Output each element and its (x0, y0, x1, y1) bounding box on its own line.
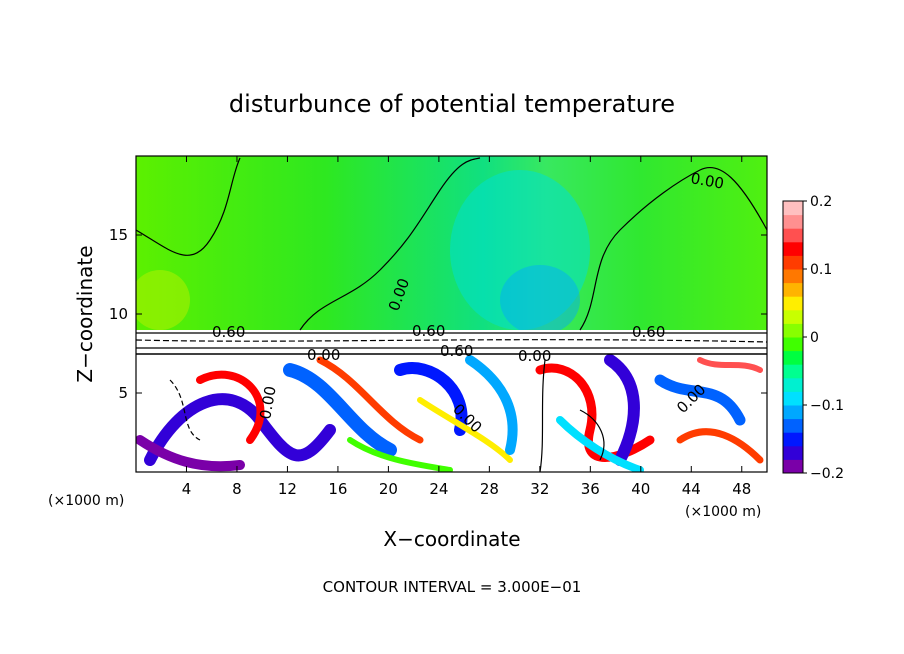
contour-interval-note: CONTOUR INTERVAL = 3.000E−01 (323, 578, 582, 596)
colorbar-swatch (783, 337, 803, 352)
y-tick-label: 15 (109, 226, 128, 244)
colorbar-tick-label: −0.2 (810, 466, 844, 482)
contour-lines (136, 157, 767, 472)
colorbar-tick-label: 0.2 (810, 194, 832, 210)
plot-area (136, 156, 767, 472)
colorbar-swatch (783, 241, 803, 256)
y-tick-label: 5 (118, 384, 128, 402)
colorbar-tick-label: −0.1 (810, 398, 844, 414)
contour-label: 0.00 (689, 169, 725, 193)
colorbar-tick-label: 0.1 (810, 262, 832, 278)
contour-label: 0.60 (412, 322, 445, 340)
x-tick-label: 24 (429, 480, 448, 498)
colorbar-swatch (783, 214, 803, 229)
colorbar-swatch (783, 364, 803, 379)
colorbar-swatch (783, 323, 803, 338)
contour-label: 0.00 (256, 385, 280, 421)
colorbar-ticks: 0.2 0.1 0 −0.1 −0.2 (803, 194, 844, 482)
colorbar-swatch (783, 309, 803, 324)
y-axis-ticks: 5 10 15 (109, 226, 767, 402)
x-tick-label: 28 (480, 480, 499, 498)
turbulent-swirls (136, 354, 764, 472)
contour-label: 0.00 (518, 347, 551, 365)
contour-label: 0.00 (307, 346, 340, 364)
inversion-band (136, 330, 767, 354)
colorbar-swatch (783, 201, 803, 216)
warm-patch (136, 270, 190, 330)
contour-label: 0.60 (632, 323, 665, 341)
contour-label-group: 0.00 0.00 0.60 0.60 0.60 0.60 0.00 0.00 … (212, 169, 725, 436)
x-tick-label: 20 (379, 480, 398, 498)
colorbar-swatch (783, 405, 803, 420)
colorbar-swatch (783, 432, 803, 447)
contour-label: 0.60 (212, 323, 245, 341)
colorbar-swatch (783, 296, 803, 311)
x-unit-right: (×1000 m) (685, 504, 761, 520)
x-tick-label: 8 (232, 480, 242, 498)
colorbar-swatch (783, 350, 803, 365)
x-unit-left: (×1000 m) (48, 493, 124, 509)
x-tick-label: 40 (631, 480, 650, 498)
colorbar-tick-label: 0 (810, 330, 819, 346)
colorbar-swatch (783, 459, 803, 474)
y-axis-label: Z−coordinate (73, 245, 97, 382)
x-tick-label: 44 (682, 480, 701, 498)
lower-field (136, 354, 767, 472)
colorbar-swatch (783, 228, 803, 243)
x-tick-label: 36 (581, 480, 600, 498)
cool-region (450, 170, 590, 330)
colorbar-swatch (783, 418, 803, 433)
x-axis-label: X−coordinate (383, 527, 520, 551)
colorbar-swatch (783, 255, 803, 270)
contour-label: 0.60 (440, 342, 473, 360)
x-tick-label: 16 (328, 480, 347, 498)
x-axis-ticks: 4 8 12 16 20 24 28 32 36 40 44 48 (182, 156, 751, 498)
x-tick-label: 32 (530, 480, 549, 498)
x-tick-label: 48 (732, 480, 751, 498)
colorbar-swatch (783, 377, 803, 392)
x-tick-label: 4 (182, 480, 192, 498)
colorbar-swatch (783, 282, 803, 297)
colorbar-swatch (783, 269, 803, 284)
y-tick-label: 10 (109, 305, 128, 323)
chart-title: disturbunce of potential temperature (229, 90, 675, 118)
colorbar-swatch (783, 391, 803, 406)
x-tick-label: 12 (278, 480, 297, 498)
colorbar-swatch (783, 445, 803, 460)
cool-core (500, 265, 580, 335)
colorbar (783, 201, 803, 474)
